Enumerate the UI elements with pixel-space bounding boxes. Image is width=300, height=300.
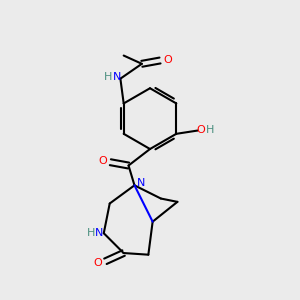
Text: N: N <box>137 178 145 188</box>
Text: H: H <box>103 72 112 82</box>
Text: H: H <box>206 124 214 134</box>
Text: N: N <box>95 228 104 238</box>
Text: O: O <box>197 124 206 134</box>
Text: N: N <box>113 72 121 82</box>
Text: O: O <box>93 258 102 268</box>
Text: H: H <box>87 228 95 238</box>
Text: O: O <box>98 156 107 166</box>
Text: O: O <box>163 55 172 64</box>
